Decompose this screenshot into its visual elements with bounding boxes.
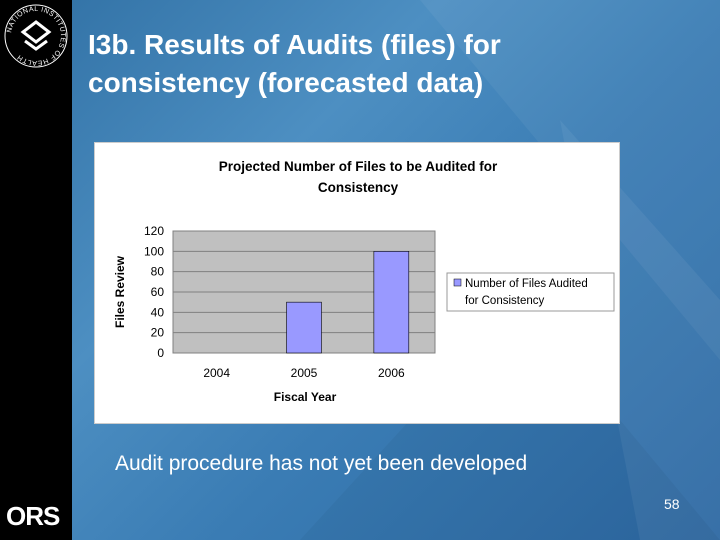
chart-title-line-1: Projected Number of Files to be Audited … xyxy=(219,159,498,174)
ors-logo: ORS xyxy=(6,501,60,531)
legend-swatch xyxy=(453,278,462,287)
y-axis-label: Files Review xyxy=(113,255,127,328)
title-line-1: I3b. Results of Audits (files) for xyxy=(88,29,501,60)
y-tick-label: 120 xyxy=(144,224,164,238)
page-title: I3b. Results of Audits (files) for consi… xyxy=(88,26,688,102)
x-tick-label: 2004 xyxy=(203,366,230,380)
chart-title-line-2: Consistency xyxy=(318,180,399,195)
slide-caption: Audit procedure has not yet been develop… xyxy=(115,452,528,475)
page-number: 58 xyxy=(664,496,680,512)
legend-label-line-2: for Consistency xyxy=(465,295,545,307)
legend-label-line-1: Number of Files Audited xyxy=(465,278,588,290)
bar-2005 xyxy=(286,301,322,354)
bar-chart: Projected Number of Files to be Audited … xyxy=(113,159,615,404)
y-tick-label: 0 xyxy=(157,346,164,360)
chart-panel: Projected Number of Files to be Audited … xyxy=(94,142,620,424)
y-tick-labels: 0 20 40 60 80 100 120 xyxy=(144,224,164,360)
y-tick-label: 100 xyxy=(144,244,164,258)
legend-box xyxy=(446,272,615,312)
sidebar: NATIONAL INSTITUTES OF HEALTH ORS xyxy=(0,0,72,540)
nih-emblem-icon xyxy=(20,20,52,51)
y-tick-label: 20 xyxy=(151,326,165,340)
bars xyxy=(286,251,410,354)
y-tick-label: 40 xyxy=(151,305,165,319)
legend: Number of Files Audited for Consistency xyxy=(446,272,615,312)
x-tick-labels: 2004 2005 2006 xyxy=(203,366,405,380)
bar-2006 xyxy=(373,251,410,354)
y-tick-label: 60 xyxy=(151,285,165,299)
x-tick-label: 2005 xyxy=(291,366,318,380)
title-line-2: consistency (forecasted data) xyxy=(88,67,484,98)
x-tick-label: 2006 xyxy=(378,366,405,380)
nih-logo: NATIONAL INSTITUTES OF HEALTH xyxy=(4,4,68,68)
x-axis-label: Fiscal Year xyxy=(274,390,337,404)
y-tick-label: 80 xyxy=(151,265,165,279)
